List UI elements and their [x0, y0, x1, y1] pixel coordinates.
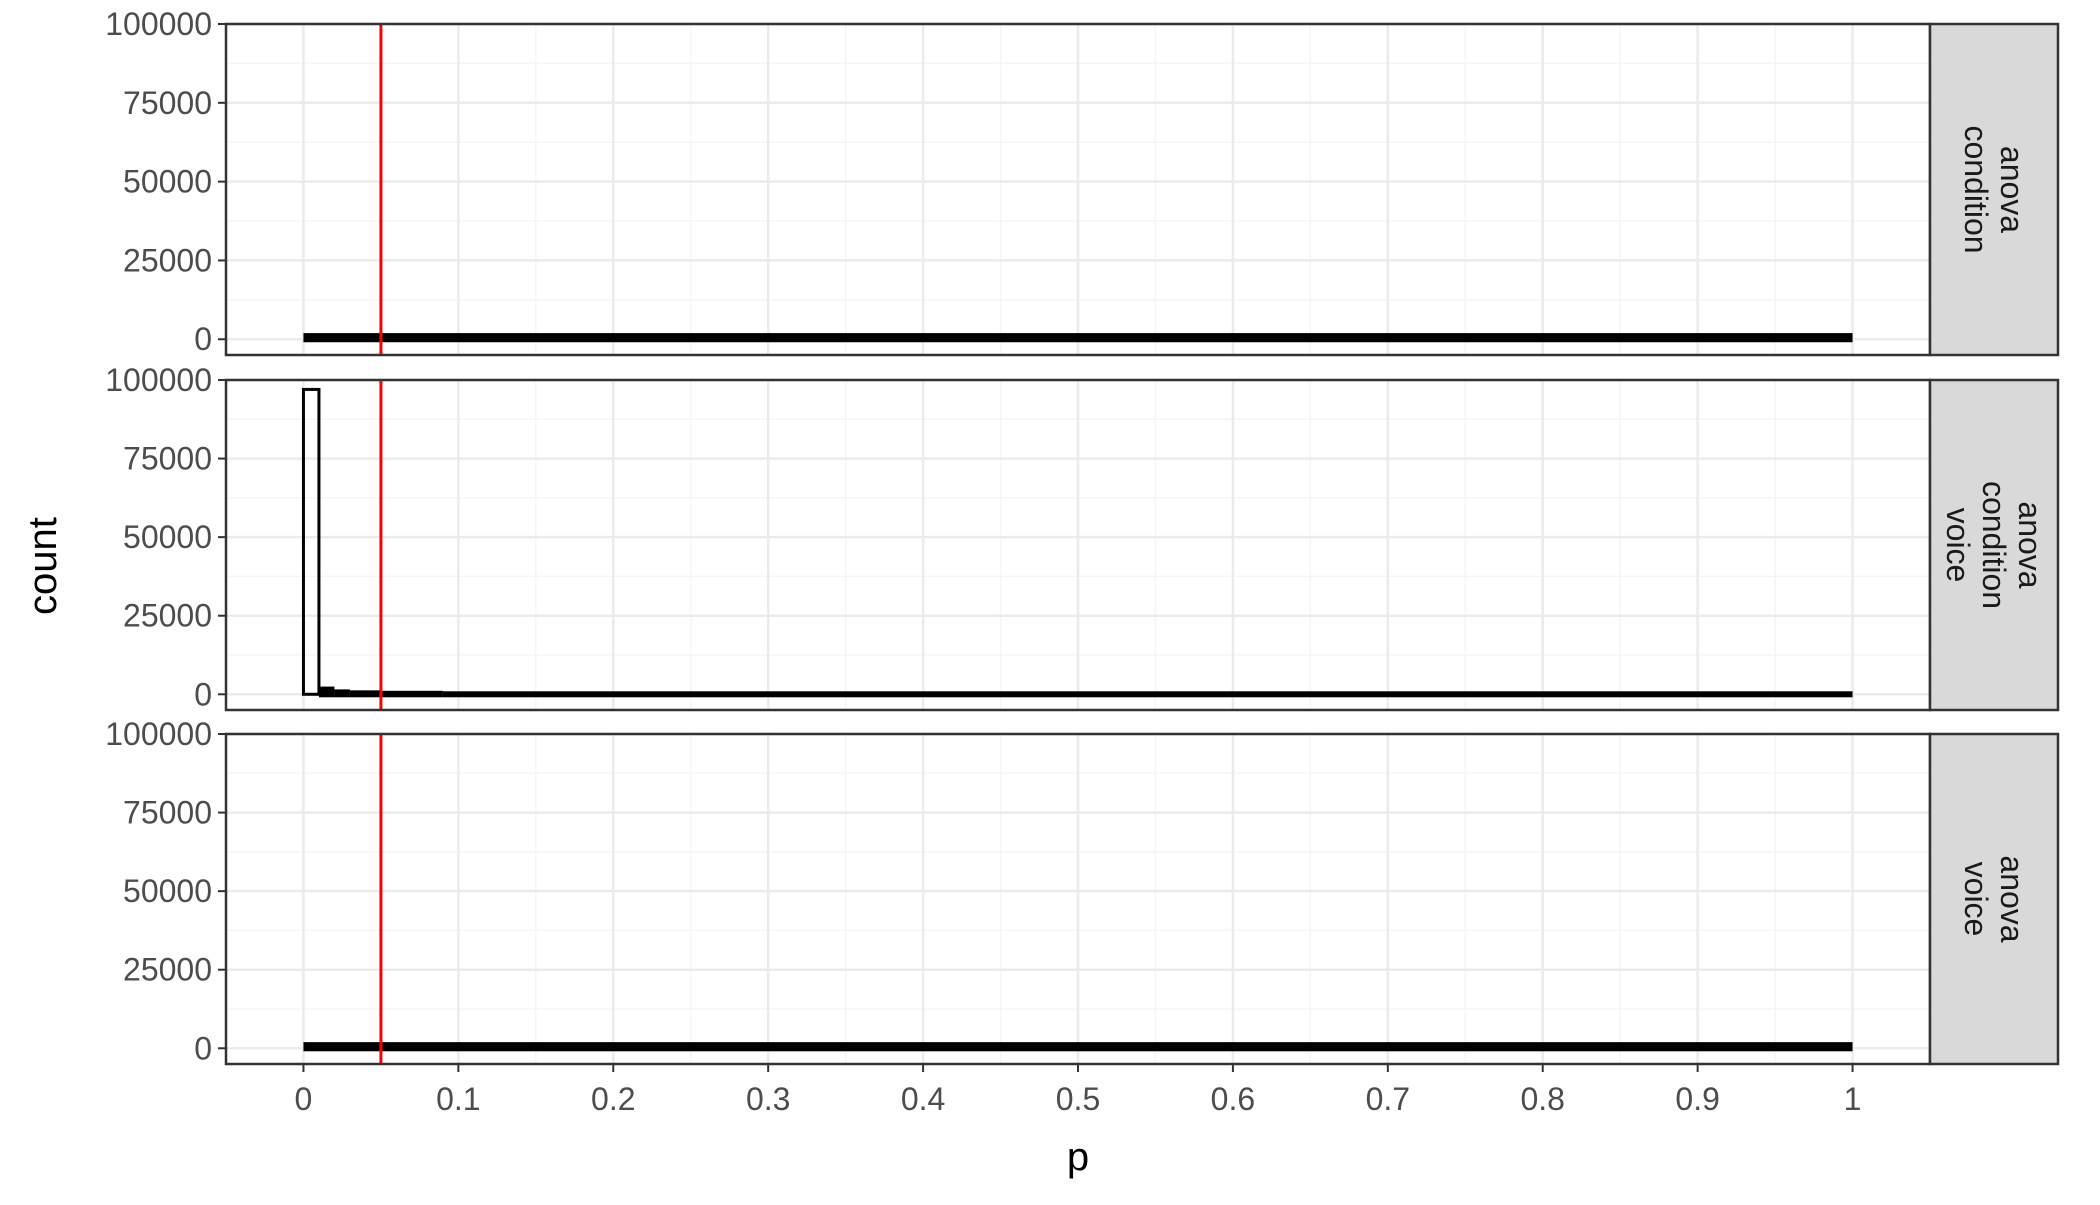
facet-panels: 1000007500050000250000anovacondition1000…: [105, 6, 2060, 1066]
facet-strip-line: voice: [1958, 862, 1994, 937]
x-tick-label: 0: [295, 1081, 313, 1117]
y-tick-label: 75000: [123, 441, 212, 477]
histogram-bar: [349, 690, 381, 698]
y-tick-label: 50000: [123, 164, 212, 200]
x-tick-label: 0.2: [591, 1081, 635, 1117]
x-tick-label: 0.7: [1366, 1081, 1410, 1117]
y-tick-label: 50000: [123, 519, 212, 555]
y-tick-label: 25000: [123, 242, 212, 278]
histogram-bar: [380, 690, 443, 698]
histogram-bar: [301, 387, 321, 696]
facet-panel-3: 100000 75000 50000 25000 0 anovavoice: [105, 716, 2060, 1066]
facet-strip-line: anova: [1994, 855, 2030, 942]
x-tick-label: 0.3: [746, 1081, 790, 1117]
facet-strip-line: condition: [1958, 125, 1994, 253]
y-tick-label: 50000: [123, 873, 212, 909]
facet-strip-line: voice: [1940, 508, 1976, 583]
histogram-bar: [334, 689, 350, 698]
x-tick-label: 0.6: [1211, 1081, 1255, 1117]
y-tick-label: 25000: [123, 598, 212, 634]
histogram-bar: [303, 1042, 1853, 1052]
facet-panel-2: 100000 75000 50000 25000 0 anovaconditionvoic…: [105, 362, 2060, 712]
facet-strip: [1928, 732, 2060, 1066]
facet-strip: [1928, 22, 2060, 357]
facet-panel-1: 100000 75000 50000 25000 0 anovacondition: [105, 6, 2060, 357]
x-tick-label: 0.1: [436, 1081, 480, 1117]
y-tick-label: 75000: [123, 85, 212, 121]
facet-strip-line: anova: [1994, 146, 2030, 233]
histogram-bar: [442, 691, 1853, 698]
facet-strip: [1928, 378, 2060, 712]
y-tick-label: 100000: [105, 716, 212, 752]
facet-strip-label: anovavoice: [1958, 855, 2030, 942]
y-tick-label: 0: [194, 1030, 212, 1066]
histogram-bar: [303, 333, 1853, 343]
y-tick-label: 75000: [123, 795, 212, 831]
x-tick-label: 1: [1844, 1081, 1862, 1117]
facet-strip-label: anovacondition: [1958, 125, 2030, 253]
y-tick-label: 25000: [123, 952, 212, 988]
x-tick-label: 0.4: [901, 1081, 945, 1117]
facet-strip-line: anova: [2012, 501, 2048, 588]
y-tick-label: 0: [194, 676, 212, 712]
histogram-bar: [318, 686, 335, 698]
y-tick-label: 0: [194, 321, 212, 357]
x-axis-title: p: [1067, 1135, 1089, 1179]
y-axis-title: count: [21, 517, 65, 615]
facet-strip-label: anovaconditionvoice: [1940, 481, 2048, 609]
x-tick-label: 0.9: [1675, 1081, 1719, 1117]
x-tick-label: 0.8: [1520, 1081, 1564, 1117]
y-tick-label: 100000: [105, 6, 212, 42]
x-tick-label: 0.5: [1056, 1081, 1100, 1117]
facet-strip-line: condition: [1976, 481, 2012, 609]
y-tick-label: 100000: [105, 362, 212, 398]
x-axis: 0 0.1 0.2 0.3 0.4 0.5 0.6 0.7 0.8 0.9 1: [295, 1064, 1862, 1117]
